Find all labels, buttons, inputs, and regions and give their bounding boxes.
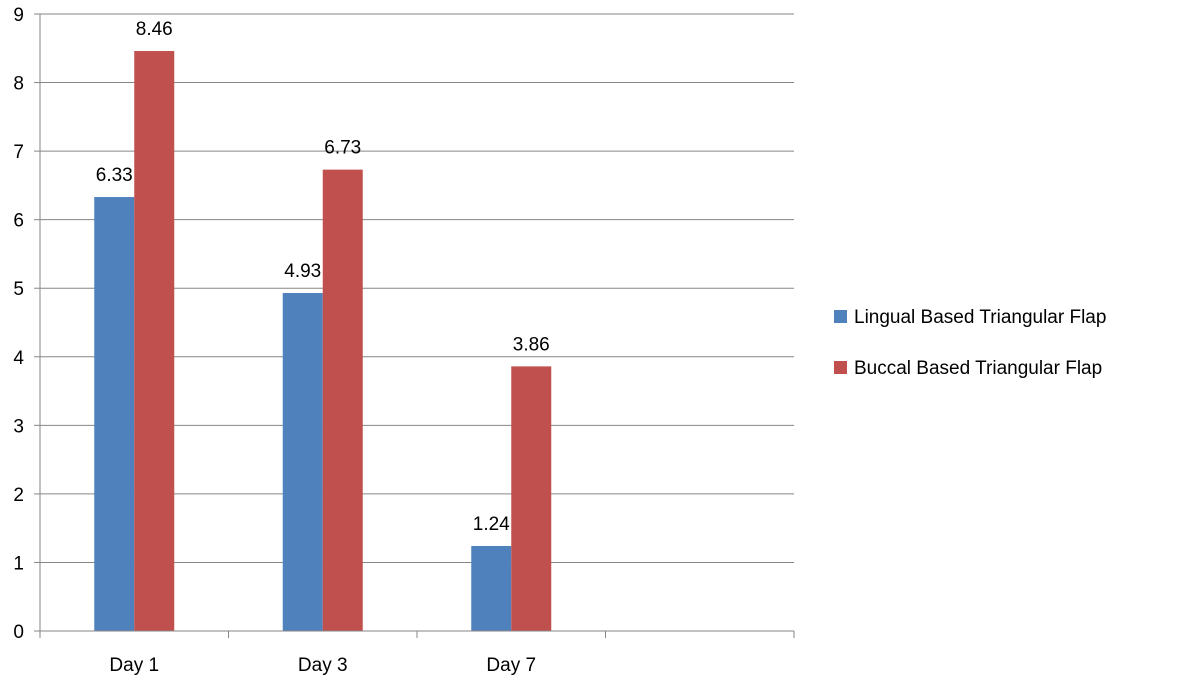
axes: 0 1 2 3 4 5 6 7 8 9 Day 1 Day 3 Day 7 [13,5,795,676]
legend-label: Buccal Based Triangular Flap [854,358,1102,379]
legend: Lingual Based Triangular Flap Buccal Base… [834,307,1106,379]
y-tick-label: 8 [13,74,24,95]
data-label: 8.46 [136,19,173,40]
bar [471,545,512,631]
y-tick-label: 9 [13,5,24,26]
y-tick-label: 3 [13,416,24,437]
bar [94,197,135,631]
data-labels: 6.33 4.93 1.24 8.46 6.73 3.86 [96,19,550,535]
bars [94,51,552,632]
data-label: 6.33 [96,165,133,186]
x-tick-label: Day 1 [109,655,159,676]
bar [282,293,323,631]
bar [322,169,363,632]
bar [134,51,175,631]
legend-swatch [834,310,847,323]
y-tick-label: 4 [13,348,24,369]
bar [511,366,552,631]
legend-swatch [834,361,847,374]
data-label: 3.86 [513,334,550,355]
data-label: 6.73 [324,138,361,159]
y-tick-label: 5 [13,279,24,300]
legend-label: Lingual Based Triangular Flap [854,307,1106,328]
x-tick-label: Day 7 [486,655,536,676]
data-label: 4.93 [284,261,321,282]
data-label: 1.24 [473,514,510,535]
x-tick-label: Day 3 [298,655,348,676]
y-tick-label: 7 [13,142,24,163]
y-tick-label: 1 [13,553,24,574]
y-tick-label: 6 [13,211,24,232]
y-tick-label: 2 [13,485,24,506]
y-tick-label: 0 [13,622,24,643]
